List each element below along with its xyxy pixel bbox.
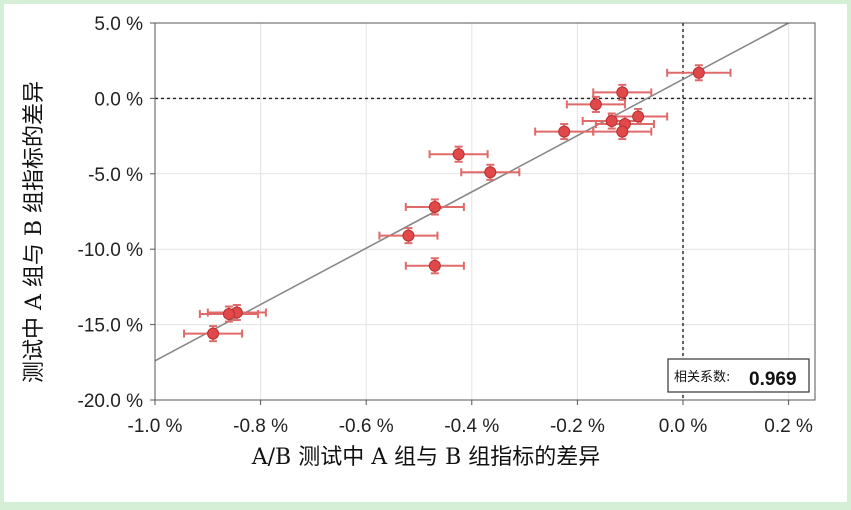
x-tick-label: -0.6 % <box>339 416 394 437</box>
plot-border <box>154 22 816 401</box>
data-point <box>558 125 571 138</box>
scatter-chart: -1.0 % -0.8 % -0.6 % -0.4 % -0.2 % 0.0 % 0.2 %… <box>22 14 816 470</box>
chart-frame: -1.0 % -0.8 % -0.6 % -0.4 % -0.2 % 0.0 % 0.2 %… <box>4 4 847 502</box>
x-tick-label: -0.4 % <box>444 416 499 437</box>
data-point <box>605 115 618 128</box>
data-point <box>692 66 705 79</box>
y-tick-label: -5.0 % <box>88 165 143 186</box>
data-point <box>207 327 220 340</box>
data-point <box>589 98 602 111</box>
y-tick-label: -10.0 % <box>78 240 144 261</box>
y-tick-label: -15.0 % <box>78 316 144 337</box>
y-tick-label: 5.0 % <box>94 14 143 35</box>
data-point <box>632 110 645 123</box>
x-tick-label: -0.8 % <box>233 416 288 437</box>
correlation-box <box>667 358 810 393</box>
data-point <box>402 229 415 242</box>
y-tick-label: -20.0 % <box>78 391 144 412</box>
fit-line <box>154 22 789 362</box>
correlation-annotation: 相关系数: 0.969 <box>667 358 810 393</box>
error-bars <box>183 64 732 343</box>
grid <box>154 22 815 401</box>
x-tick-label: 0.0 % <box>659 416 708 437</box>
x-tick-label: -0.2 % <box>550 416 605 437</box>
data-point <box>616 125 629 138</box>
data-point <box>452 148 465 161</box>
data-point <box>616 86 629 99</box>
y-axis-title: 测试中 A 组与 B 组指标的差异 <box>22 81 47 383</box>
y-tick-label: 0.0 % <box>94 89 143 110</box>
data-point <box>428 259 441 272</box>
reference-lines <box>155 23 815 400</box>
data-points <box>207 66 705 340</box>
x-axis-ticks: -1.0 % -0.8 % -0.6 % -0.4 % -0.2 % 0.0 % 0.2 % <box>128 400 813 437</box>
x-tick-label: -1.0 % <box>128 416 183 437</box>
correlation-label: 相关系数: <box>674 370 730 385</box>
y-axis-ticks: 5.0 % 0.0 % -5.0 % -10.0 % -15.0 % -20.0 % <box>78 14 155 412</box>
fit-line-layer <box>154 22 789 362</box>
data-point <box>222 308 235 321</box>
x-axis-title: A/B 测试中 A 组与 B 组指标的差异 <box>251 445 601 470</box>
x-tick-label: 0.2 % <box>764 416 813 437</box>
data-point <box>428 200 441 213</box>
data-point <box>484 166 497 179</box>
correlation-value: 0.969 <box>749 369 797 390</box>
